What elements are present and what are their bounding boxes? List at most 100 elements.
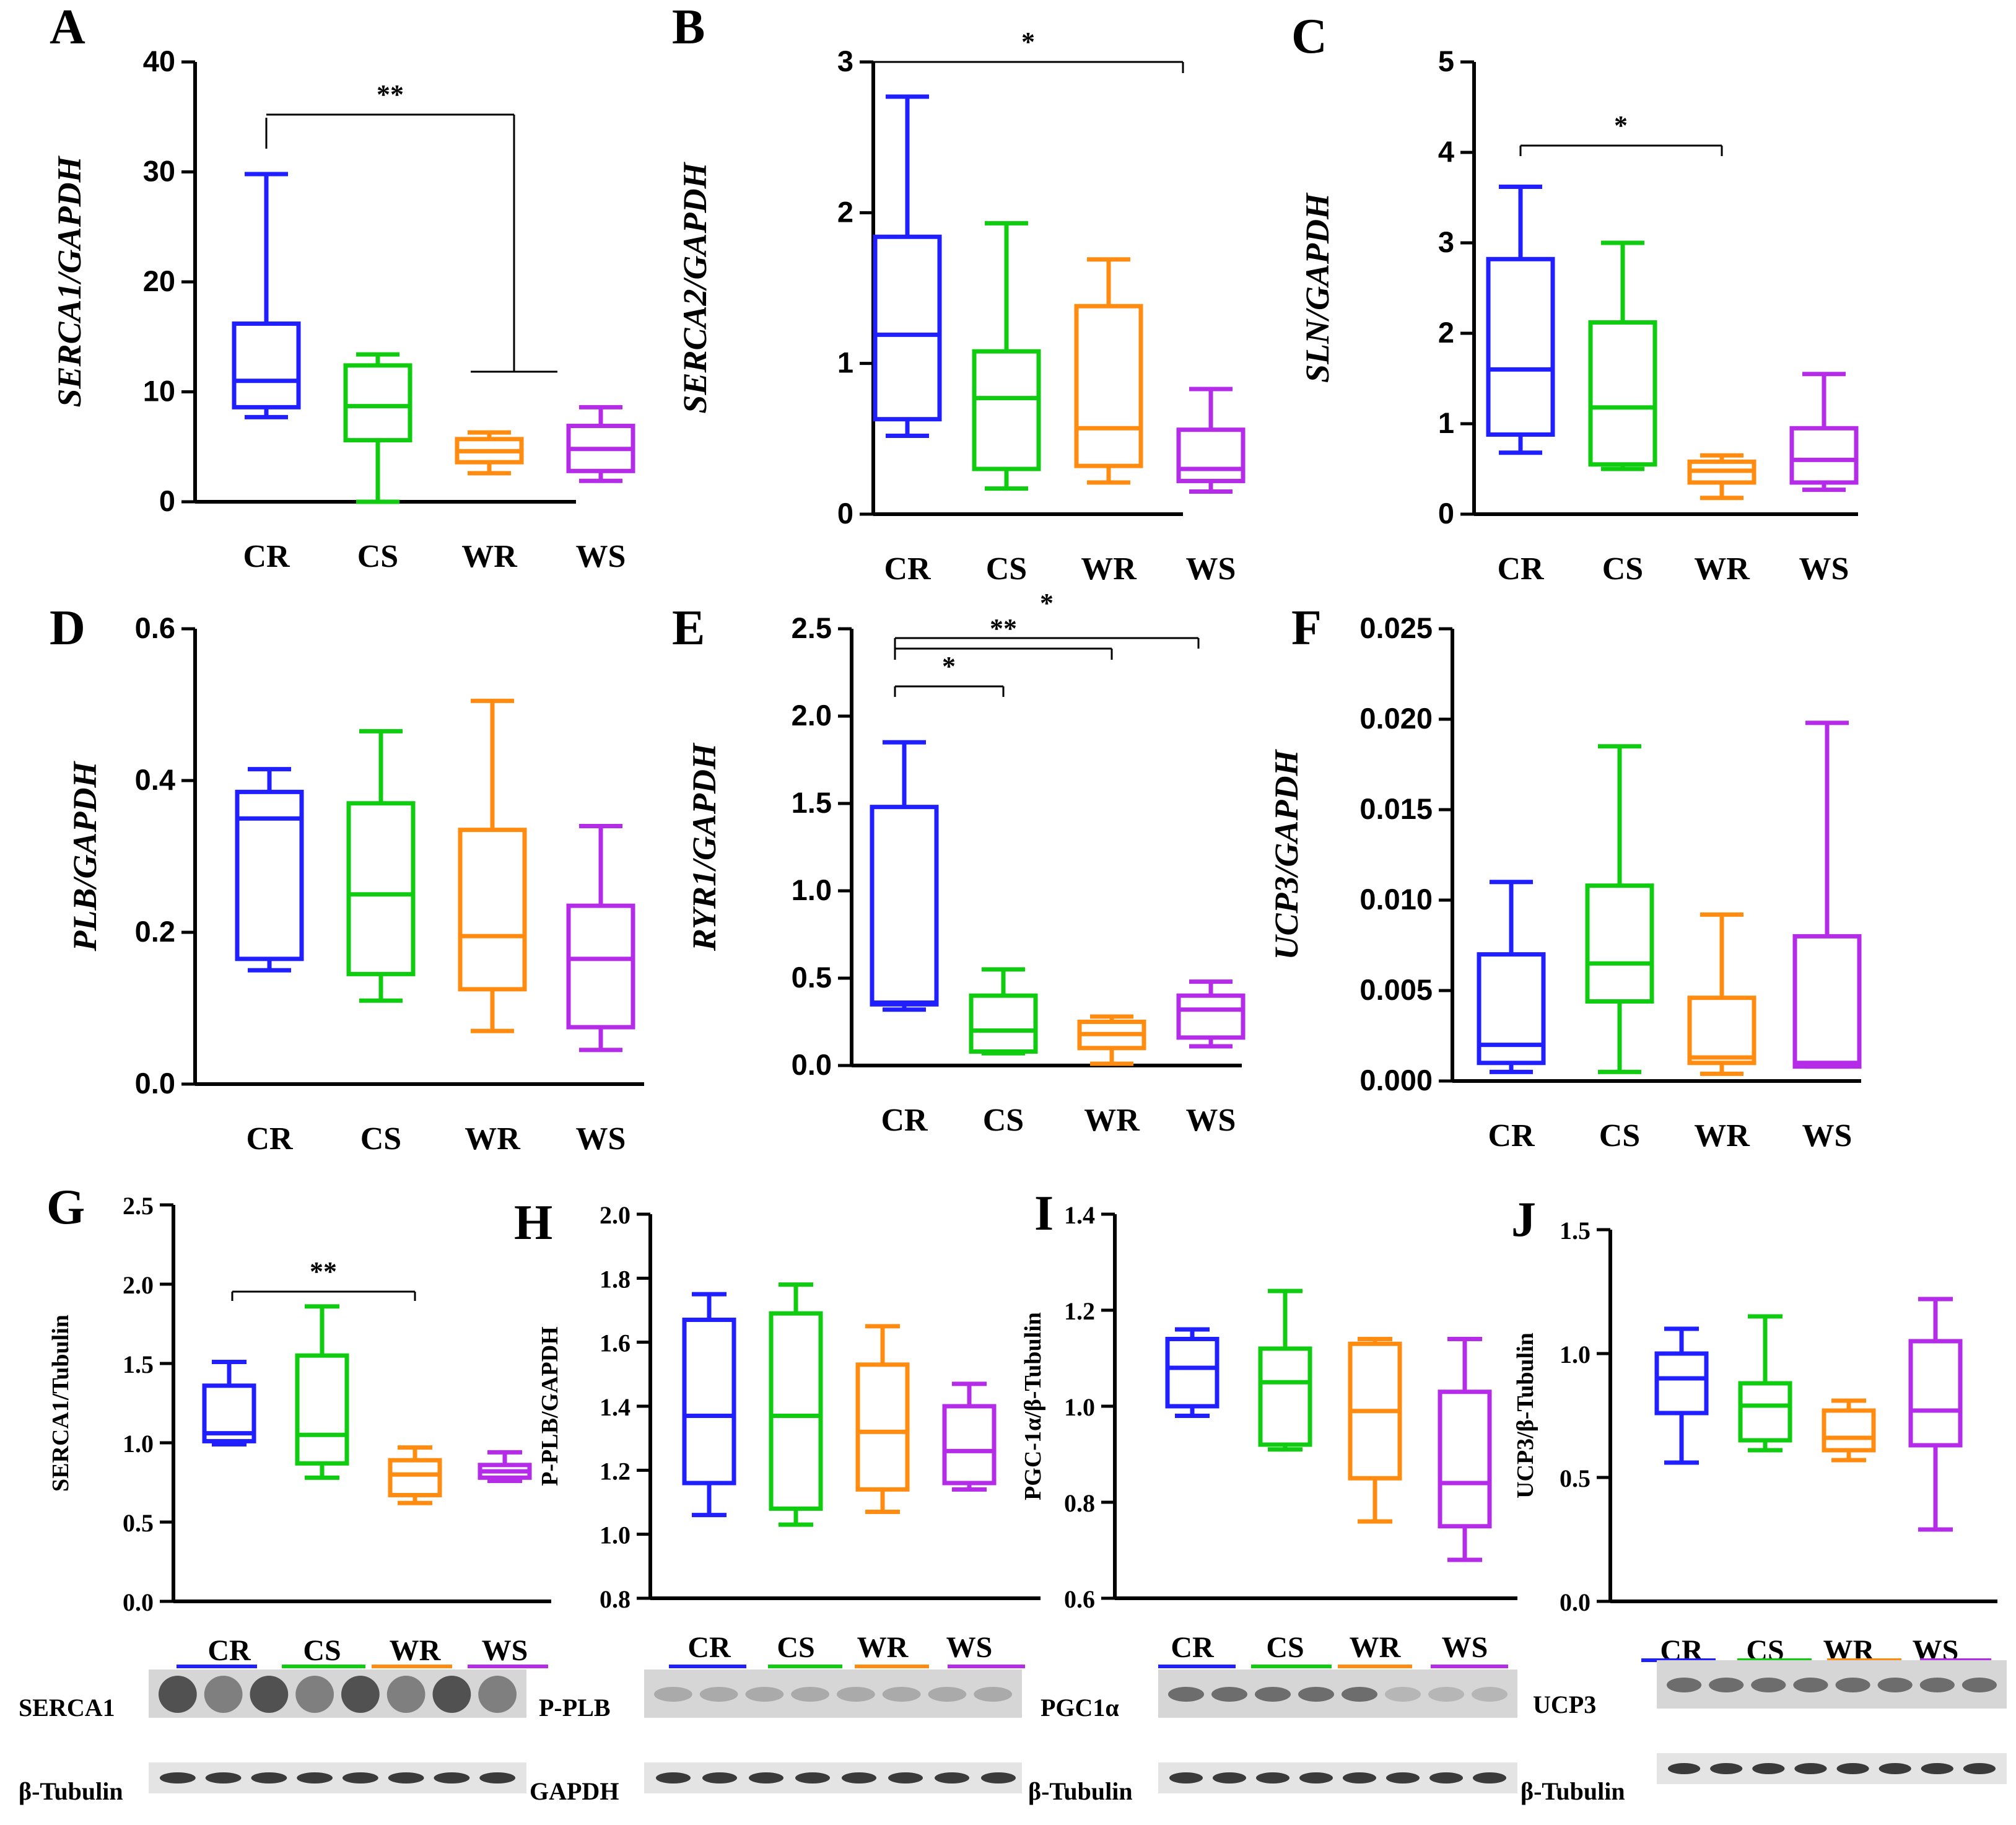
loading-band	[1473, 1772, 1506, 1783]
panel-letter: J	[1511, 1193, 1536, 1247]
blot-band	[1667, 1678, 1702, 1692]
x-tick-label-CR: CR	[687, 1631, 731, 1664]
loading-band	[1386, 1772, 1420, 1783]
x-tick-label-WS: WS	[1802, 1118, 1852, 1153]
y-axis-label: P-PLB/GAPDH	[537, 1326, 563, 1486]
y-tick-label: 2.5	[792, 611, 832, 644]
y-tick-label: 3	[1438, 225, 1454, 258]
loading-strip	[1657, 1753, 2007, 1784]
blot-band	[928, 1687, 967, 1702]
blot-strip	[644, 1670, 1022, 1718]
blot-label-top: SERCA1	[19, 1694, 115, 1722]
y-tick-label: 1.0	[792, 873, 832, 906]
y-tick-label: 0.5	[123, 1509, 154, 1537]
x-tick-label-WR: WR	[1694, 551, 1750, 587]
x-tick-label-CR: CR	[243, 539, 290, 574]
loading-band	[1794, 1763, 1827, 1774]
x-tick-label-CS: CS	[360, 1121, 401, 1157]
y-tick-label: 1.5	[123, 1350, 154, 1378]
x-tick-label-CS: CS	[777, 1631, 814, 1664]
blot-band	[1961, 1678, 1997, 1692]
blot-band	[250, 1676, 289, 1713]
iqr-box	[388, 1458, 442, 1497]
loading-band	[434, 1772, 470, 1783]
box-WR	[1074, 257, 1143, 485]
y-tick-label: 2.0	[792, 699, 832, 732]
blot-label-top: PGC1α	[1041, 1694, 1119, 1722]
x-tick-label-WS: WS	[576, 539, 626, 574]
y-tick-label: 2.0	[600, 1201, 631, 1229]
iqr-box	[769, 1311, 823, 1511]
y-tick-label: 2	[1438, 316, 1454, 349]
box-CR	[1486, 184, 1555, 455]
box-WR	[455, 430, 524, 476]
significance-label: *	[942, 651, 956, 681]
box-CS	[346, 729, 416, 1003]
y-tick-label: 0.005	[1359, 973, 1433, 1006]
loading-band	[388, 1772, 424, 1783]
panel-H: H 0.8 1.0 1.2 1.4 1.6 1.8 2.0 P-PLB/GAPDH CR CS WR W…	[514, 1196, 1041, 1664]
x-tick-label-WS: WS	[1799, 551, 1849, 587]
significance-label: *	[1021, 27, 1035, 57]
box-CR	[235, 767, 304, 973]
y-tick-label: 1.0	[1064, 1393, 1095, 1421]
blot-band	[791, 1687, 829, 1702]
x-tick-label-WR: WR	[461, 539, 518, 574]
y-tick-label: 0.2	[135, 915, 175, 948]
loading-strip	[1158, 1762, 1517, 1793]
box-WR	[388, 1445, 442, 1505]
loading-band	[1343, 1772, 1376, 1783]
y-tick-label: 0.0	[135, 1067, 175, 1100]
x-tick-label-CR: CR	[884, 551, 932, 587]
y-tick-label: 1	[1438, 406, 1454, 439]
iqr-box	[1822, 1408, 1876, 1453]
blot-band	[1472, 1687, 1508, 1702]
iqr-box	[1477, 952, 1546, 1066]
x-tick-label-WR: WR	[1084, 1103, 1140, 1138]
significance-bracket	[1519, 144, 1723, 156]
x-tick-label-CR: CR	[1497, 551, 1545, 587]
y-tick-label: 0.4	[135, 763, 175, 796]
x-tick-label-CS: CS	[303, 1634, 341, 1667]
box-WR	[1687, 912, 1756, 1076]
y-axis-label: RYR1/GAPDH	[686, 742, 723, 952]
y-tick-label: 20	[143, 265, 175, 297]
y-tick-label: 1.4	[600, 1393, 631, 1421]
blot-band	[1342, 1687, 1377, 1702]
blot-band	[478, 1676, 517, 1713]
panel-G: G 0.0 0.5 1.0 1.5 2.0 2.5 SERCA1/Tubulin CR CS WR W…	[46, 1180, 551, 1667]
y-tick-label: 0.0	[792, 1048, 832, 1081]
significance-label: *	[1040, 588, 1054, 618]
y-axis-label: PGC-1α/β-Tubulin	[1020, 1312, 1046, 1500]
panel-letter: E	[672, 601, 705, 655]
box-CR	[873, 94, 942, 438]
box-CR	[232, 172, 301, 419]
x-tick-label-CR: CR	[1171, 1631, 1215, 1664]
loading-band	[702, 1772, 737, 1783]
box-CR	[870, 740, 939, 1012]
x-tick-label-CR: CR	[246, 1121, 294, 1157]
loading-band	[1299, 1772, 1333, 1783]
y-tick-label: 1	[837, 346, 853, 379]
blot-band	[1385, 1687, 1421, 1702]
x-tick-label-WR: WR	[1350, 1631, 1402, 1664]
blot-label-top: P-PLB	[539, 1694, 611, 1722]
blot-band	[1919, 1678, 1955, 1692]
loading-band	[656, 1772, 691, 1783]
loading-band	[343, 1772, 378, 1783]
y-tick-label: 0	[159, 484, 175, 517]
box-CR	[682, 1292, 736, 1518]
y-tick-label: 0.020	[1359, 702, 1433, 735]
western-blot-0: SERCA1 β-Tubulin GAPDH	[19, 1665, 1022, 1805]
x-tick-label-WR: WR	[1694, 1118, 1750, 1153]
iqr-box	[1165, 1337, 1220, 1409]
y-tick-label: 1.5	[1560, 1217, 1591, 1245]
iqr-box	[1176, 427, 1246, 483]
y-tick-label: 1.4	[1064, 1201, 1095, 1229]
iqr-box	[235, 789, 304, 961]
y-tick-label: 1.5	[792, 786, 832, 819]
y-tick-label: 0.6	[135, 611, 175, 644]
y-tick-label: 0	[1438, 497, 1454, 530]
